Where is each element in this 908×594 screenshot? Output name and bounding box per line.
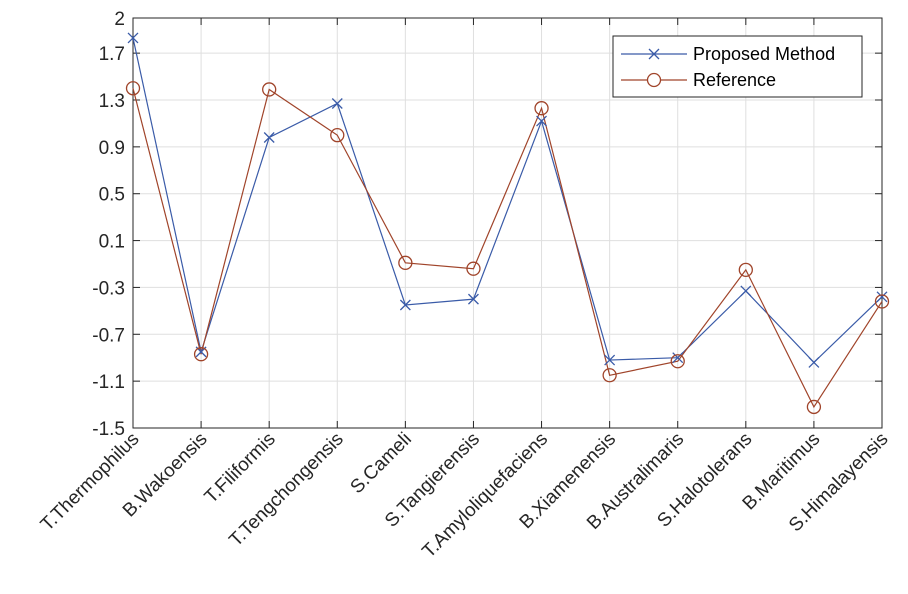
legend-label-0: Proposed Method <box>693 44 835 64</box>
data-point-circle-marker <box>193 347 209 362</box>
series-lines <box>132 37 883 409</box>
y-tick-label: -0.7 <box>92 325 125 346</box>
y-tick-label: -0.3 <box>92 278 125 299</box>
y-tick-label: -1.1 <box>92 372 125 393</box>
data-point-circle-marker <box>466 261 481 276</box>
data-point-circle-marker <box>874 294 890 309</box>
data-point-x-marker <box>399 299 411 311</box>
data-point-circle-marker <box>330 127 345 143</box>
data-point-circle-marker <box>670 354 685 369</box>
data-point-circle-marker <box>602 368 617 383</box>
data-point-x-marker <box>604 354 616 366</box>
data-point-x-marker <box>672 352 684 364</box>
data-point-circle-marker <box>398 255 413 270</box>
y-tick-label: 1.7 <box>99 44 125 65</box>
data-point-x-marker <box>876 291 888 303</box>
series-line-0 <box>132 37 883 364</box>
data-point-x-marker <box>536 115 548 127</box>
y-tick-label: -1.5 <box>92 419 125 440</box>
series-markers <box>125 32 890 415</box>
data-point-circle-marker <box>262 82 277 97</box>
y-tick-labels: 2 1.7 1.3 0.9 0.5 0.1 -0.3 -0.7 -1.1 -1.5 <box>92 9 125 440</box>
y-tick-label: 0.1 <box>99 232 125 253</box>
series-line-1 <box>132 88 883 409</box>
data-point-circle-marker <box>125 81 141 96</box>
data-point-x-marker <box>331 98 343 109</box>
data-point-x-marker <box>808 356 820 368</box>
legend-label-1: Reference <box>693 70 776 90</box>
y-tick-label: 0.5 <box>99 185 125 206</box>
y-tick-label: 2 <box>114 9 125 30</box>
y-tick-label: 1.3 <box>99 91 125 112</box>
plot-frame <box>132 17 883 429</box>
data-point-circle-marker <box>806 399 822 415</box>
data-point-x-marker <box>127 32 139 44</box>
data-point-x-marker <box>740 285 752 297</box>
y-tick-label: 0.9 <box>99 138 125 159</box>
data-point-circle-marker <box>738 262 753 278</box>
data-point-x-marker <box>467 293 479 305</box>
legend: Proposed Method Reference <box>612 35 863 98</box>
legend-marker-x <box>648 48 660 60</box>
data-point-circle-marker <box>534 101 549 116</box>
data-point-x-marker <box>263 132 275 143</box>
legend-marker-circle <box>646 72 662 88</box>
